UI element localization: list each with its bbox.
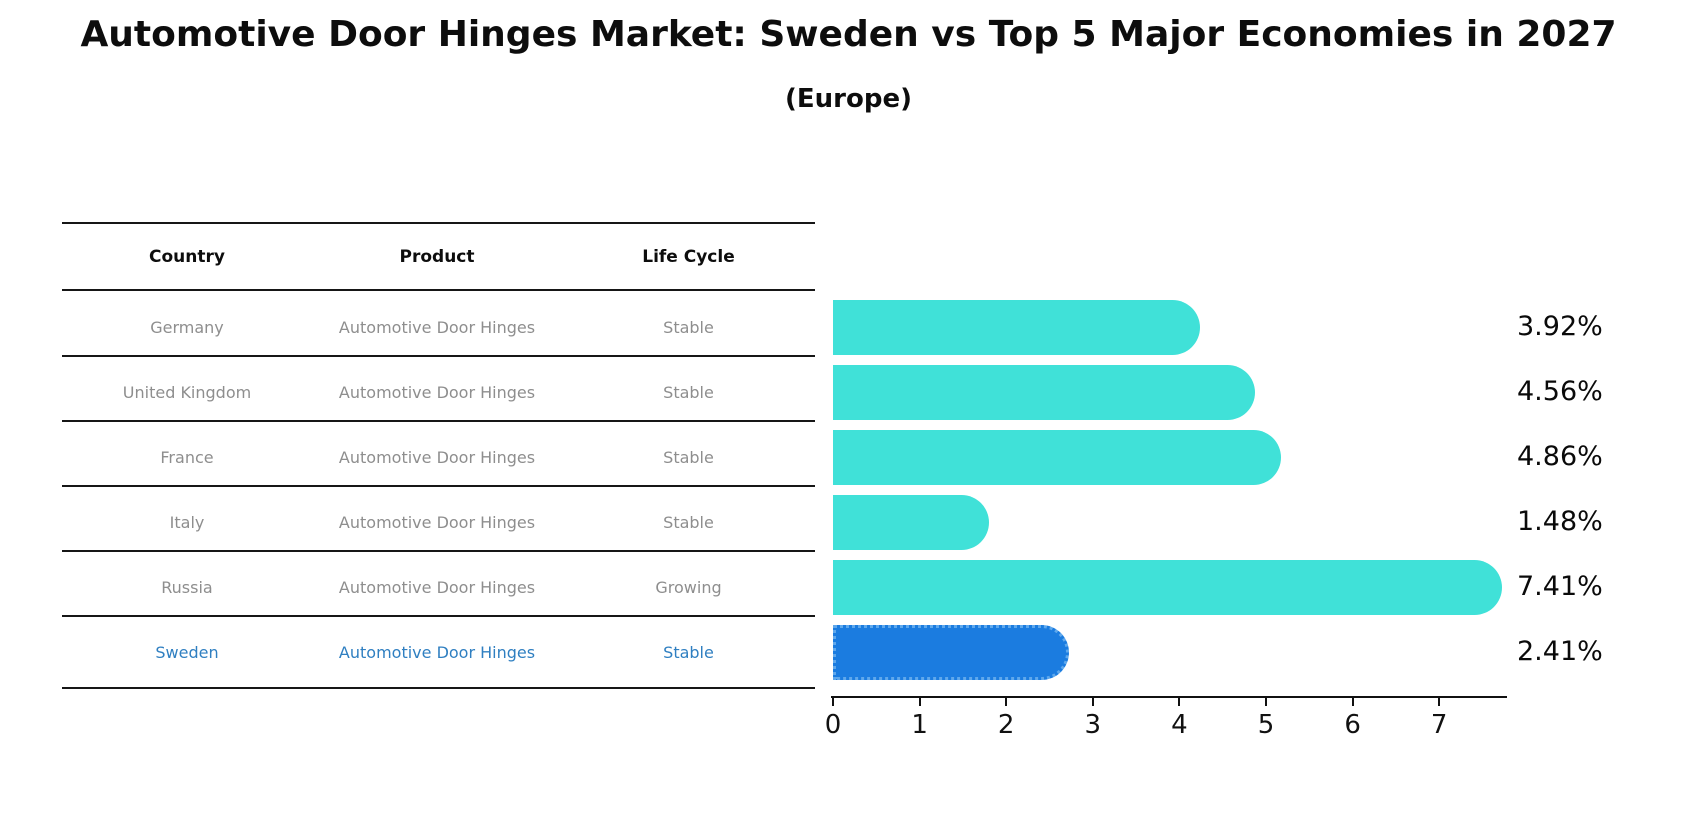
lifecycle-cell: Growing <box>655 577 722 597</box>
x-tick-mark <box>918 698 921 706</box>
table-line <box>62 222 815 224</box>
x-tick-label: 4 <box>1171 710 1188 740</box>
x-tick-label: 3 <box>1084 710 1102 740</box>
percent-label: 7.41% <box>1517 571 1603 602</box>
country-cell: Russia <box>161 577 213 597</box>
column-header-country: Country <box>149 247 225 267</box>
country-cell: Sweden <box>155 642 219 662</box>
lifecycle-cell: Stable <box>663 642 714 662</box>
bar-sweden-highlight <box>833 624 1069 680</box>
table-line <box>62 550 815 552</box>
product-cell: Automotive Door Hinges <box>338 577 536 597</box>
bar <box>833 559 1502 615</box>
country-cell: Italy <box>169 512 205 532</box>
table-line <box>62 355 815 357</box>
product-cell: Automotive Door Hinges <box>338 382 536 402</box>
x-tick-label: 6 <box>1344 710 1361 740</box>
country-cell: France <box>160 447 214 467</box>
column-header-lifecycle: Life Cycle <box>642 247 735 267</box>
table-line <box>62 615 815 617</box>
table-header-row: Country Product Life Cycle <box>62 224 815 290</box>
country-cell: United Kingdom <box>122 382 252 402</box>
lifecycle-cell: Stable <box>663 382 714 402</box>
table-row: Germany Automotive Door Hinges Stable <box>62 307 815 347</box>
percent-label: 2.41% <box>1517 636 1603 667</box>
x-tick-mark <box>1091 698 1094 706</box>
table-row: Sweden Automotive Door Hinges Stable <box>62 632 815 672</box>
percent-label: 3.92% <box>1517 311 1603 342</box>
x-tick-label: 7 <box>1430 710 1448 740</box>
x-tick-label: 2 <box>997 710 1015 740</box>
lifecycle-cell: Stable <box>663 447 714 467</box>
bar <box>833 364 1255 420</box>
product-cell: Automotive Door Hinges <box>338 642 536 662</box>
x-tick-mark <box>1265 698 1267 706</box>
bar <box>833 494 989 550</box>
chart-title: Automotive Door Hinges Market: Sweden vs… <box>80 14 1617 55</box>
table-row: Russia Automotive Door Hinges Growing <box>62 567 815 607</box>
x-tick-mark <box>1351 698 1354 706</box>
table-line <box>62 485 815 487</box>
table-row: United Kingdom Automotive Door Hinges Stab… <box>62 372 815 412</box>
table-row: France Automotive Door Hinges Stable <box>62 437 815 477</box>
table-line <box>62 687 815 689</box>
product-cell: Automotive Door Hinges <box>338 512 536 532</box>
percent-label: 4.86% <box>1517 441 1603 472</box>
x-tick-mark <box>1178 698 1181 706</box>
bar <box>833 299 1200 355</box>
table-line <box>62 289 815 291</box>
x-axis-line <box>831 696 1507 698</box>
percent-label: 1.48% <box>1517 506 1603 537</box>
column-header-product: Product <box>399 247 475 267</box>
table-row: Italy Automotive Door Hinges Stable <box>62 502 815 542</box>
country-cell: Germany <box>150 317 224 337</box>
lifecycle-cell: Stable <box>663 512 714 532</box>
percent-label: 4.56% <box>1517 376 1603 407</box>
product-cell: Automotive Door Hinges <box>338 447 536 467</box>
x-tick-label: 1 <box>911 710 928 740</box>
product-cell: Automotive Door Hinges <box>338 317 536 337</box>
x-tick-mark <box>832 698 834 706</box>
chart-subtitle: (Europe) <box>785 84 912 114</box>
x-tick-label: 5 <box>1257 710 1275 740</box>
bar <box>833 429 1281 485</box>
lifecycle-cell: Stable <box>663 317 714 337</box>
x-tick-mark <box>1005 698 1008 706</box>
x-tick-label: 0 <box>824 710 842 740</box>
x-tick-mark <box>1438 698 1441 706</box>
table-line <box>62 420 815 422</box>
